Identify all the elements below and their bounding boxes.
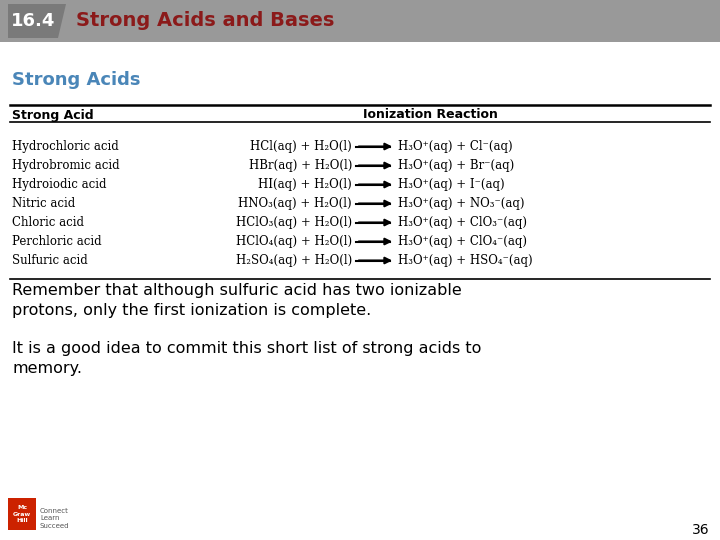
Text: 36: 36: [693, 523, 710, 537]
Text: Strong Acids: Strong Acids: [12, 71, 140, 89]
Text: Hydrobromic acid: Hydrobromic acid: [12, 159, 120, 172]
Text: Nitric acid: Nitric acid: [12, 197, 76, 210]
Text: Hydrochloric acid: Hydrochloric acid: [12, 140, 119, 153]
Text: H₃O⁺(aq) + I⁻(aq): H₃O⁺(aq) + I⁻(aq): [398, 178, 505, 191]
FancyBboxPatch shape: [8, 498, 36, 530]
Text: HI(aq) + H₂O(l): HI(aq) + H₂O(l): [258, 178, 352, 191]
Text: Hydroiodic acid: Hydroiodic acid: [12, 178, 107, 191]
Text: HCl(aq) + H₂O(l): HCl(aq) + H₂O(l): [251, 140, 352, 153]
Text: H₃O⁺(aq) + Cl⁻(aq): H₃O⁺(aq) + Cl⁻(aq): [398, 140, 513, 153]
Text: Sulfuric acid: Sulfuric acid: [12, 254, 88, 267]
Text: HClO₃(aq) + H₂O(l): HClO₃(aq) + H₂O(l): [236, 216, 352, 229]
Polygon shape: [8, 4, 66, 38]
Text: Mc
Graw
Hill: Mc Graw Hill: [13, 505, 31, 523]
Text: H₃O⁺(aq) + HSO₄⁻(aq): H₃O⁺(aq) + HSO₄⁻(aq): [398, 254, 533, 267]
Text: Chloric acid: Chloric acid: [12, 216, 84, 229]
Text: HBr(aq) + H₂O(l): HBr(aq) + H₂O(l): [248, 159, 352, 172]
Text: H₃O⁺(aq) + ClO₄⁻(aq): H₃O⁺(aq) + ClO₄⁻(aq): [398, 235, 527, 248]
Text: Connect
Learn
Succeed: Connect Learn Succeed: [40, 508, 70, 529]
Text: H₃O⁺(aq) + ClO₃⁻(aq): H₃O⁺(aq) + ClO₃⁻(aq): [398, 216, 527, 229]
Text: Strong Acids and Bases: Strong Acids and Bases: [76, 11, 334, 30]
Text: protons, only the first ionization is complete.: protons, only the first ionization is co…: [12, 302, 372, 318]
Text: Ionization Reaction: Ionization Reaction: [363, 109, 498, 122]
FancyBboxPatch shape: [0, 0, 720, 42]
Text: H₃O⁺(aq) + NO₃⁻(aq): H₃O⁺(aq) + NO₃⁻(aq): [398, 197, 524, 210]
Text: Remember that although sulfuric acid has two ionizable: Remember that although sulfuric acid has…: [12, 282, 462, 298]
Text: H₂SO₄(aq) + H₂O(l): H₂SO₄(aq) + H₂O(l): [235, 254, 352, 267]
Text: 16.4: 16.4: [11, 12, 55, 30]
Text: HNO₃(aq) + H₂O(l): HNO₃(aq) + H₂O(l): [238, 197, 352, 210]
Text: HClO₄(aq) + H₂O(l): HClO₄(aq) + H₂O(l): [236, 235, 352, 248]
Text: Strong Acid: Strong Acid: [12, 109, 94, 122]
Text: Perchloric acid: Perchloric acid: [12, 235, 102, 248]
Text: H₃O⁺(aq) + Br⁻(aq): H₃O⁺(aq) + Br⁻(aq): [398, 159, 514, 172]
Text: It is a good idea to commit this short list of strong acids to: It is a good idea to commit this short l…: [12, 341, 482, 355]
Text: memory.: memory.: [12, 361, 82, 375]
